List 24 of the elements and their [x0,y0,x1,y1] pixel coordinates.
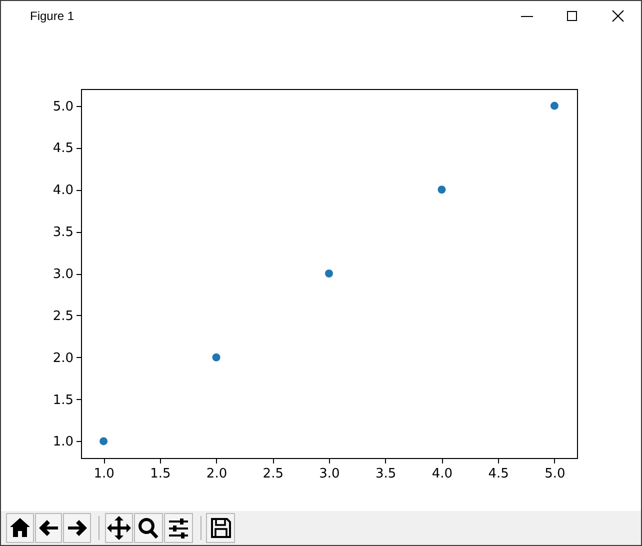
y-tick-label: 3.0 [52,267,74,282]
y-tick-label: 2.0 [52,350,74,366]
x-tick-label: 1.0 [94,466,114,482]
x-tick-label: 4.0 [432,466,453,482]
y-tick-label: 2.5 [52,308,74,324]
point [550,102,558,110]
x-tick-label: 2.0 [206,466,228,482]
point [212,353,220,362]
x-tick-label: 2.5 [262,466,284,482]
y-tick-label: 5.0 [52,99,74,114]
y-tick-label: 4.0 [52,183,74,198]
x-tick-label: 5.0 [544,466,566,482]
y-tick-label: 1.0 [52,434,74,450]
y-tick-label: 1.5 [52,392,74,408]
point [100,437,108,446]
x-tick-label: 3.0 [319,466,340,482]
y-tick-label: 4.5 [52,141,74,156]
x-tick-label: 1.5 [150,466,171,482]
caption: Figure 1 [30,9,74,23]
y-tick-label: 3.5 [52,225,74,240]
point [325,270,333,278]
x-tick-label: 3.5 [376,466,396,482]
x-tick-label: 4.5 [488,466,509,482]
point [438,186,446,194]
